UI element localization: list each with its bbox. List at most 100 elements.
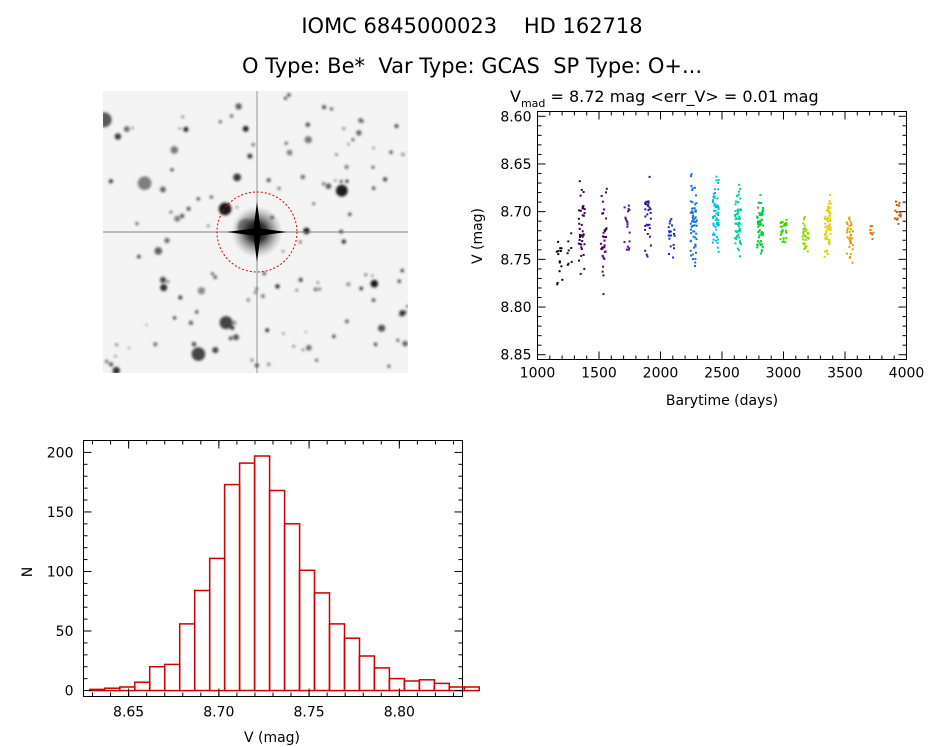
finder-star bbox=[164, 237, 170, 244]
lc-point bbox=[559, 250, 562, 252]
finder-star bbox=[108, 179, 113, 184]
finder-star bbox=[137, 176, 152, 190]
hist-bar bbox=[328, 623, 346, 692]
finder-star bbox=[170, 146, 179, 154]
finder-star bbox=[378, 324, 386, 332]
lc-point bbox=[713, 188, 716, 191]
lc-point bbox=[758, 212, 761, 215]
lc-point bbox=[717, 188, 720, 191]
lc-point bbox=[783, 222, 786, 225]
finder-star bbox=[300, 174, 305, 180]
finder-star bbox=[275, 284, 280, 289]
lc-point bbox=[648, 206, 651, 209]
lc-point bbox=[558, 270, 561, 273]
lc-xtick-label: 1500 bbox=[581, 366, 617, 382]
lc-point bbox=[717, 206, 720, 209]
lc-point bbox=[579, 209, 582, 212]
lc-point bbox=[827, 228, 830, 231]
finder-star bbox=[219, 316, 233, 330]
lc-point bbox=[570, 247, 573, 249]
lc-point bbox=[734, 222, 737, 225]
finder-star bbox=[153, 342, 158, 347]
finder-star bbox=[178, 127, 181, 130]
finder-star bbox=[396, 339, 400, 342]
lc-point bbox=[557, 240, 560, 243]
lc-point bbox=[714, 209, 717, 212]
lc-point bbox=[740, 243, 742, 245]
lc-point bbox=[626, 221, 629, 224]
hist-bar bbox=[208, 557, 226, 692]
finder-star bbox=[159, 276, 167, 283]
lc-point bbox=[691, 224, 694, 227]
finder-star bbox=[371, 298, 376, 302]
lc-point bbox=[691, 189, 694, 192]
lc-point bbox=[603, 236, 606, 238]
lc-point bbox=[580, 234, 582, 237]
lc-point bbox=[672, 256, 675, 259]
lc-point bbox=[823, 256, 826, 259]
lc-point bbox=[826, 237, 829, 240]
lc-point bbox=[695, 219, 698, 222]
lc-point bbox=[824, 236, 827, 239]
lc-ytick-label: 8.70 bbox=[500, 205, 531, 221]
lc-point bbox=[760, 214, 763, 217]
lc-point bbox=[560, 265, 563, 268]
lc-point bbox=[781, 229, 784, 232]
lc-point bbox=[716, 246, 719, 249]
lc-point bbox=[694, 210, 697, 213]
finder-star bbox=[284, 96, 287, 100]
lc-point bbox=[626, 245, 629, 248]
hist-xtick-label: 8.75 bbox=[294, 705, 325, 721]
finder-star bbox=[207, 224, 210, 227]
lc-point bbox=[829, 212, 832, 215]
lc-point bbox=[829, 217, 832, 220]
finder-star bbox=[212, 347, 219, 354]
lc-point bbox=[603, 257, 606, 260]
lc-point bbox=[737, 217, 740, 220]
lc-point bbox=[828, 239, 831, 242]
lc-point bbox=[715, 223, 718, 226]
lc-point bbox=[715, 175, 718, 178]
hist-ylabel: N bbox=[20, 567, 36, 577]
finder-star bbox=[335, 184, 348, 197]
lc-point bbox=[602, 231, 605, 234]
lc-point bbox=[785, 231, 788, 234]
lc-point bbox=[869, 232, 872, 235]
hist-bar bbox=[119, 686, 136, 692]
lc-point bbox=[871, 233, 874, 236]
finder-star bbox=[304, 330, 307, 333]
lc-point bbox=[898, 202, 901, 205]
lc-point bbox=[802, 238, 805, 241]
lc-point bbox=[691, 201, 694, 204]
lc-point bbox=[759, 244, 762, 247]
lc-point bbox=[692, 220, 695, 223]
lc-point bbox=[695, 232, 698, 235]
lc-point bbox=[851, 248, 854, 251]
finder-star bbox=[254, 291, 257, 294]
lc-point bbox=[716, 206, 719, 208]
lc-point bbox=[806, 231, 809, 234]
lc-point bbox=[671, 224, 673, 227]
hist-bar bbox=[298, 569, 316, 692]
lc-point bbox=[737, 201, 740, 204]
finder-star bbox=[181, 115, 184, 118]
lc-point bbox=[845, 231, 848, 234]
finder-star bbox=[186, 206, 191, 211]
lc-point bbox=[825, 232, 828, 235]
finder-star bbox=[399, 310, 406, 317]
lc-point bbox=[578, 234, 581, 236]
lc-point bbox=[646, 233, 649, 235]
lc-point bbox=[673, 228, 676, 231]
lc-point bbox=[850, 241, 853, 244]
lc-point bbox=[649, 217, 652, 220]
finder-star bbox=[233, 173, 242, 182]
lc-point bbox=[602, 246, 605, 249]
hist-bar bbox=[463, 686, 480, 692]
lc-point bbox=[803, 224, 806, 227]
lc-point bbox=[691, 210, 693, 213]
lc-point bbox=[605, 236, 607, 238]
finder-star bbox=[145, 323, 148, 326]
lc-point bbox=[669, 245, 672, 248]
finder-star bbox=[154, 247, 163, 255]
lc-point bbox=[756, 215, 759, 218]
